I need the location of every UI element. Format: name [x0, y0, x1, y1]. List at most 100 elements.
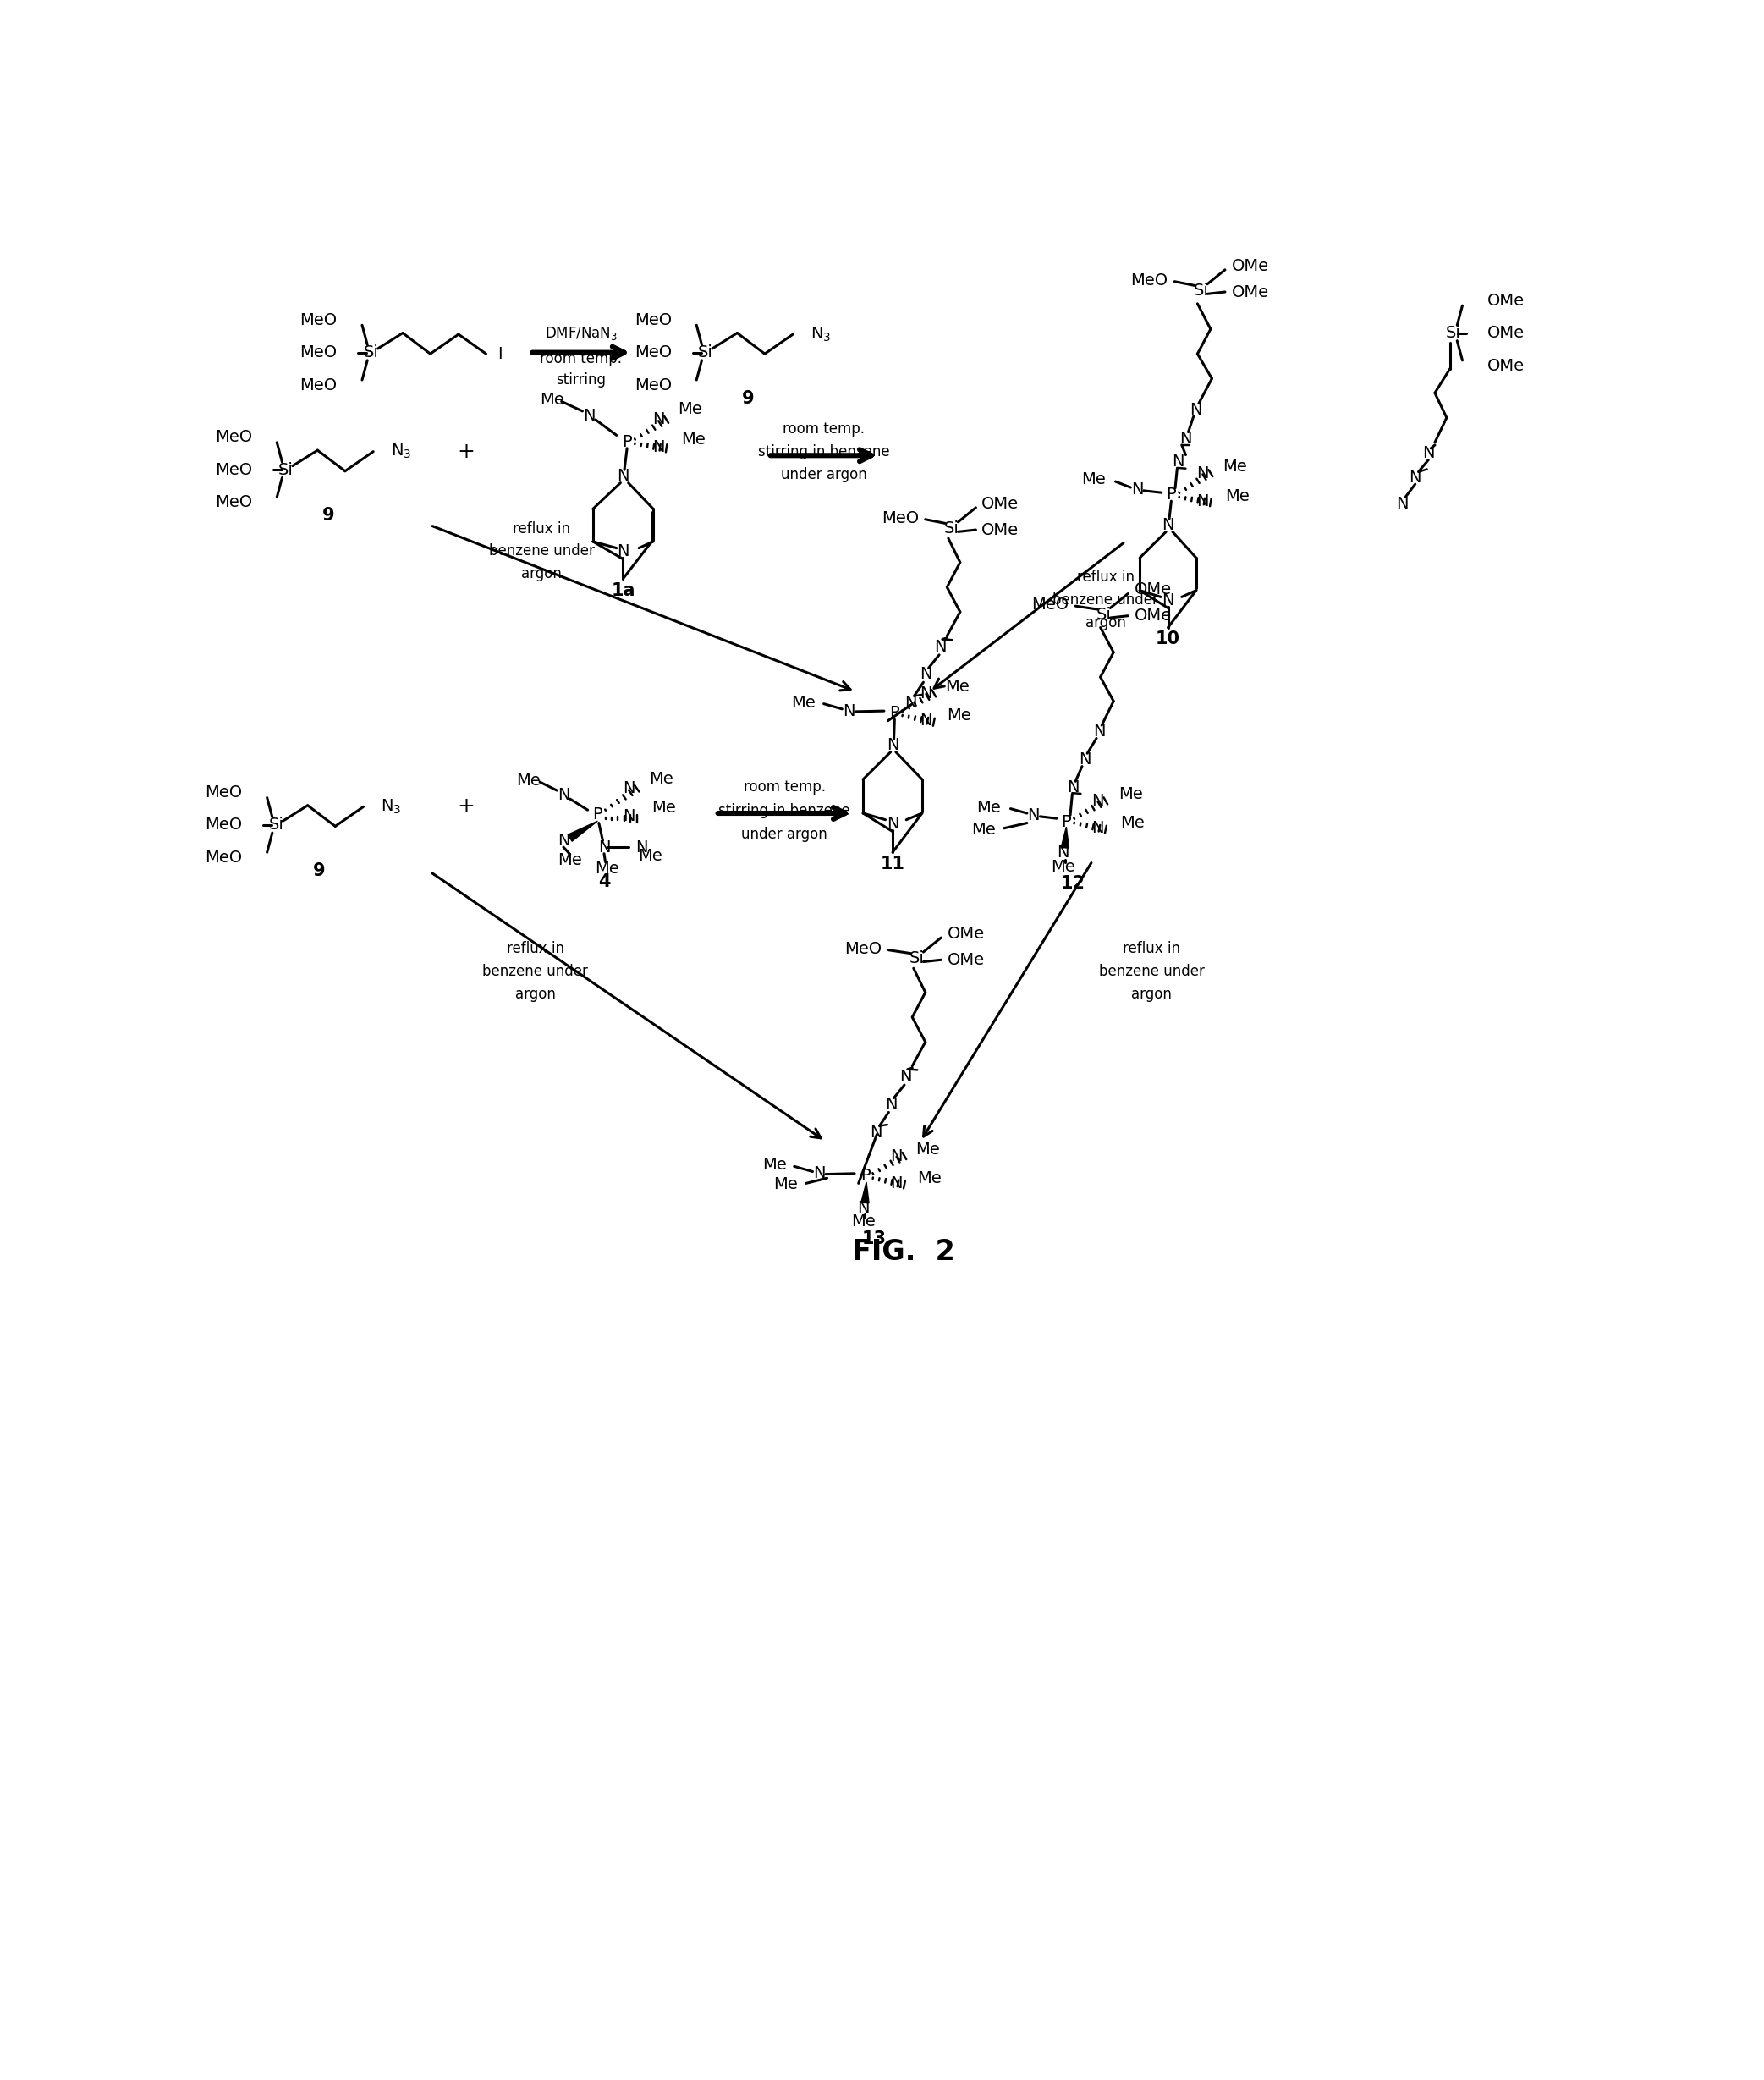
- Text: Si: Si: [268, 817, 284, 832]
- Text: Me: Me: [1222, 458, 1247, 474]
- Text: P: P: [1062, 813, 1071, 830]
- Text: reflux in: reflux in: [1076, 570, 1134, 584]
- Text: MeO: MeO: [635, 376, 672, 393]
- Text: N$_3$: N$_3$: [392, 443, 411, 460]
- Text: 9: 9: [743, 389, 755, 406]
- Text: Me: Me: [850, 1213, 875, 1229]
- Text: 13: 13: [863, 1229, 887, 1248]
- Text: Me: Me: [651, 801, 676, 815]
- Text: Si: Si: [944, 520, 960, 537]
- Text: OMe: OMe: [1134, 607, 1171, 624]
- Text: I: I: [497, 345, 503, 362]
- Text: N: N: [891, 1175, 903, 1192]
- Text: N: N: [1171, 453, 1184, 470]
- Text: under argon: under argon: [781, 468, 866, 483]
- Polygon shape: [568, 822, 598, 840]
- Text: N: N: [582, 408, 594, 424]
- Text: stirring in benzene: stirring in benzene: [759, 443, 889, 460]
- Text: room temp.: room temp.: [540, 352, 623, 366]
- Text: N: N: [887, 815, 898, 832]
- Text: MeO: MeO: [882, 512, 919, 526]
- Text: N: N: [635, 838, 647, 855]
- Text: P: P: [889, 705, 900, 722]
- Text: N: N: [919, 666, 931, 682]
- Text: stirring: stirring: [556, 372, 607, 387]
- Text: OMe: OMe: [1487, 358, 1524, 374]
- Text: N: N: [1422, 445, 1434, 462]
- Text: P: P: [593, 807, 603, 822]
- Text: N: N: [935, 639, 947, 655]
- Text: N: N: [1409, 470, 1422, 487]
- Text: Me: Me: [1224, 489, 1249, 503]
- Text: OMe: OMe: [981, 495, 1018, 512]
- Text: Si: Si: [1095, 607, 1111, 622]
- Text: Si: Si: [1446, 324, 1461, 341]
- Text: OMe: OMe: [1487, 293, 1524, 308]
- Text: argon: argon: [1131, 986, 1171, 1003]
- Text: reflux in: reflux in: [506, 940, 564, 957]
- Text: MeO: MeO: [300, 345, 337, 360]
- Text: OMe: OMe: [947, 926, 984, 942]
- Text: N: N: [1057, 844, 1069, 861]
- Text: N: N: [1131, 480, 1143, 497]
- Text: Me: Me: [946, 678, 970, 695]
- Text: MeO: MeO: [300, 312, 337, 329]
- Text: Me: Me: [594, 861, 619, 876]
- Text: MeO: MeO: [845, 940, 882, 957]
- Text: N: N: [905, 695, 917, 711]
- Text: Me: Me: [972, 822, 995, 838]
- Text: Me: Me: [540, 391, 564, 408]
- Text: N: N: [1162, 518, 1175, 532]
- Text: benzene under: benzene under: [1053, 593, 1159, 607]
- Text: Me: Me: [1118, 786, 1143, 803]
- Text: benzene under: benzene under: [482, 963, 587, 980]
- Text: N: N: [1196, 466, 1208, 480]
- Text: 1a: 1a: [610, 582, 635, 599]
- Text: OMe: OMe: [1134, 582, 1171, 597]
- Text: N$_3$: N$_3$: [811, 324, 831, 343]
- Text: 9: 9: [312, 861, 325, 880]
- Text: N: N: [653, 412, 665, 428]
- Text: Me: Me: [517, 772, 542, 788]
- Text: DMF/NaN$_3$: DMF/NaN$_3$: [545, 324, 617, 341]
- Text: N: N: [557, 786, 570, 803]
- Text: Me: Me: [1051, 859, 1076, 876]
- Text: N: N: [623, 780, 635, 797]
- Text: Me: Me: [916, 1142, 940, 1156]
- Polygon shape: [1062, 828, 1069, 849]
- Text: N: N: [1027, 807, 1039, 824]
- Text: Me: Me: [762, 1156, 787, 1173]
- Text: MeO: MeO: [1131, 272, 1168, 289]
- Text: Si: Si: [279, 462, 293, 478]
- Text: MeO: MeO: [215, 462, 252, 478]
- Text: reflux in: reflux in: [1124, 940, 1180, 957]
- Text: Si: Si: [1192, 283, 1208, 300]
- Text: N: N: [1395, 495, 1408, 512]
- Text: Me: Me: [677, 401, 702, 418]
- Text: N: N: [813, 1165, 826, 1181]
- Text: room temp.: room temp.: [743, 780, 826, 795]
- Text: 12: 12: [1060, 876, 1085, 892]
- Text: N: N: [1092, 820, 1104, 836]
- Text: OMe: OMe: [1231, 258, 1268, 275]
- Text: Me: Me: [1081, 472, 1106, 487]
- Text: N: N: [1092, 792, 1104, 809]
- Text: Me: Me: [1120, 815, 1145, 832]
- Text: N: N: [617, 468, 630, 485]
- Text: P: P: [623, 435, 632, 449]
- Text: MeO: MeO: [635, 345, 672, 360]
- Text: Me: Me: [649, 772, 674, 788]
- Text: Si: Si: [908, 951, 924, 967]
- Text: N: N: [1196, 493, 1208, 510]
- Text: 9: 9: [323, 508, 335, 524]
- Text: N: N: [1067, 780, 1080, 797]
- Text: N: N: [1180, 431, 1192, 447]
- Text: argon: argon: [515, 986, 556, 1003]
- Text: N: N: [870, 1125, 882, 1140]
- Text: MeO: MeO: [635, 312, 672, 329]
- Text: N: N: [653, 439, 665, 456]
- Text: OMe: OMe: [981, 522, 1018, 539]
- Text: N: N: [1094, 724, 1106, 740]
- Text: MeO: MeO: [205, 849, 242, 865]
- Text: N: N: [623, 809, 635, 824]
